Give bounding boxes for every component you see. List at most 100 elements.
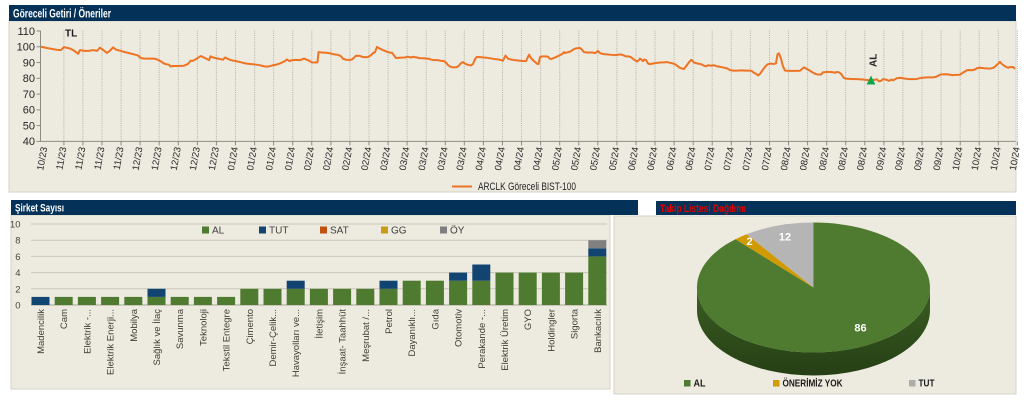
svg-text:08/24: 08/24 [798, 146, 813, 171]
svg-text:08/24: 08/24 [836, 146, 851, 171]
svg-text:Elektrik Üretim: Elektrik Üretim [500, 309, 511, 371]
svg-text:12/23: 12/23 [169, 146, 184, 171]
svg-text:02/24: 02/24 [340, 146, 355, 171]
svg-text:İletişim: İletişim [314, 309, 325, 339]
svg-text:Holdingler: Holdingler [546, 309, 557, 352]
svg-text:02/24: 02/24 [359, 146, 374, 171]
svg-text:0: 0 [15, 301, 20, 312]
svg-text:Elektrik Enerji...: Elektrik Enerji... [106, 309, 117, 375]
svg-text:10/24: 10/24 [970, 146, 985, 171]
svg-text:Sigorta: Sigorta [570, 308, 581, 339]
svg-text:11/23: 11/23 [55, 146, 70, 171]
svg-text:Çimento: Çimento [245, 309, 256, 344]
svg-text:06/24: 06/24 [684, 146, 699, 171]
svg-text:10/24: 10/24 [989, 146, 1004, 171]
svg-text:03/24: 03/24 [436, 146, 451, 171]
svg-text:12/23: 12/23 [188, 146, 203, 171]
svg-text:Meşrubat /...: Meşrubat /... [361, 309, 372, 362]
svg-text:01/24: 01/24 [264, 146, 279, 171]
svg-text:12/23: 12/23 [131, 146, 146, 171]
svg-text:Dayanıklı...: Dayanıklı... [407, 309, 418, 357]
svg-text:05/24: 05/24 [569, 146, 584, 171]
svg-text:AL: AL [694, 379, 706, 390]
svg-text:TUT: TUT [919, 379, 935, 390]
svg-text:08/24: 08/24 [779, 146, 794, 171]
svg-text:40: 40 [23, 136, 35, 148]
svg-text:Takip Listesi Dağılımı: Takip Listesi Dağılımı [660, 203, 746, 215]
svg-text:09/24: 09/24 [874, 146, 889, 171]
svg-text:ARCLK Göreceli BIST-100: ARCLK Göreceli BIST-100 [478, 181, 576, 193]
svg-text:ÖY: ÖY [450, 225, 465, 237]
svg-text:09/24: 09/24 [912, 146, 927, 171]
svg-text:8: 8 [15, 236, 20, 247]
svg-text:06/24: 06/24 [626, 146, 641, 171]
svg-text:İnşaat- Taahhüt: İnşaat- Taahhüt [338, 309, 349, 375]
svg-text:Havayolları ve...: Havayolları ve... [291, 309, 302, 377]
svg-text:Sağlık ve İlaç: Sağlık ve İlaç [152, 309, 163, 366]
svg-text:05/24: 05/24 [550, 146, 565, 171]
svg-text:Madencilik: Madencilik [36, 309, 47, 354]
svg-text:4: 4 [15, 268, 20, 279]
svg-text:07/24: 07/24 [760, 146, 775, 171]
svg-text:50: 50 [23, 120, 35, 132]
svg-text:09/24: 09/24 [932, 146, 947, 171]
svg-text:02/24: 02/24 [302, 146, 317, 171]
svg-text:60: 60 [23, 105, 35, 117]
svg-text:Teknoloji: Teknoloji [198, 309, 209, 346]
svg-text:Otomotiv: Otomotiv [454, 309, 465, 347]
svg-text:Gıda: Gıda [430, 308, 441, 329]
svg-text:Savunma: Savunma [175, 308, 186, 349]
svg-text:08/24: 08/24 [817, 146, 832, 171]
svg-text:GYO: GYO [523, 309, 534, 330]
svg-text:Tekstil Entegre: Tekstil Entegre [222, 309, 233, 371]
svg-text:TUT: TUT [269, 226, 288, 237]
svg-text:04/24: 04/24 [531, 146, 546, 171]
svg-text:01/24: 01/24 [226, 146, 241, 171]
svg-text:04/24: 04/24 [493, 146, 508, 171]
svg-text:SAT: SAT [330, 226, 349, 237]
svg-text:06/24: 06/24 [645, 146, 660, 171]
svg-text:01/24: 01/24 [245, 146, 260, 171]
svg-text:TL: TL [65, 29, 77, 40]
svg-text:04/24: 04/24 [474, 146, 489, 171]
svg-text:Mobilya: Mobilya [129, 308, 140, 341]
svg-text:03/24: 03/24 [417, 146, 432, 171]
svg-text:12/23: 12/23 [207, 146, 222, 171]
svg-text:01/24: 01/24 [283, 146, 298, 171]
svg-text:6: 6 [15, 252, 20, 263]
svg-text:Şirket Sayısı: Şirket Sayısı [15, 203, 64, 215]
svg-text:Bankacılık: Bankacılık [593, 309, 604, 353]
svg-text:10: 10 [10, 220, 21, 231]
svg-text:06/24: 06/24 [665, 146, 680, 171]
svg-text:07/24: 07/24 [741, 146, 756, 171]
svg-text:12: 12 [779, 232, 791, 244]
svg-text:GG: GG [391, 226, 407, 237]
svg-text:Elektrik -...: Elektrik -... [82, 309, 93, 354]
svg-text:110: 110 [17, 26, 35, 38]
svg-text:AL: AL [869, 54, 880, 67]
svg-text:11/23: 11/23 [74, 146, 89, 171]
svg-text:10/23: 10/23 [35, 146, 50, 171]
svg-text:ÖNERİMİZ YOK: ÖNERİMİZ YOK [783, 377, 844, 390]
svg-text:03/24: 03/24 [455, 146, 470, 171]
svg-text:10/24: 10/24 [951, 146, 966, 171]
svg-text:Petrol: Petrol [384, 309, 395, 334]
svg-text:10/24: 10/24 [1008, 146, 1023, 171]
svg-text:03/24: 03/24 [379, 146, 394, 171]
svg-text:Cam: Cam [59, 309, 70, 329]
svg-text:Perakande -...: Perakande -... [477, 309, 488, 369]
svg-text:09/24: 09/24 [893, 146, 908, 171]
svg-text:Demir-Çelik...: Demir-Çelik... [268, 309, 279, 367]
svg-text:08/24: 08/24 [855, 146, 870, 171]
svg-text:03/24: 03/24 [398, 146, 413, 171]
svg-text:100: 100 [17, 42, 35, 54]
svg-text:07/24: 07/24 [722, 146, 737, 171]
svg-text:70: 70 [23, 89, 35, 101]
svg-text:05/24: 05/24 [588, 146, 603, 171]
svg-text:07/24: 07/24 [703, 146, 718, 171]
svg-text:02/24: 02/24 [321, 146, 336, 171]
svg-text:11/23: 11/23 [93, 146, 108, 171]
svg-text:11/23: 11/23 [112, 146, 127, 171]
svg-text:2: 2 [746, 236, 752, 248]
svg-text:Göreceli Getiri / Öneriler: Göreceli Getiri / Öneriler [13, 8, 111, 21]
